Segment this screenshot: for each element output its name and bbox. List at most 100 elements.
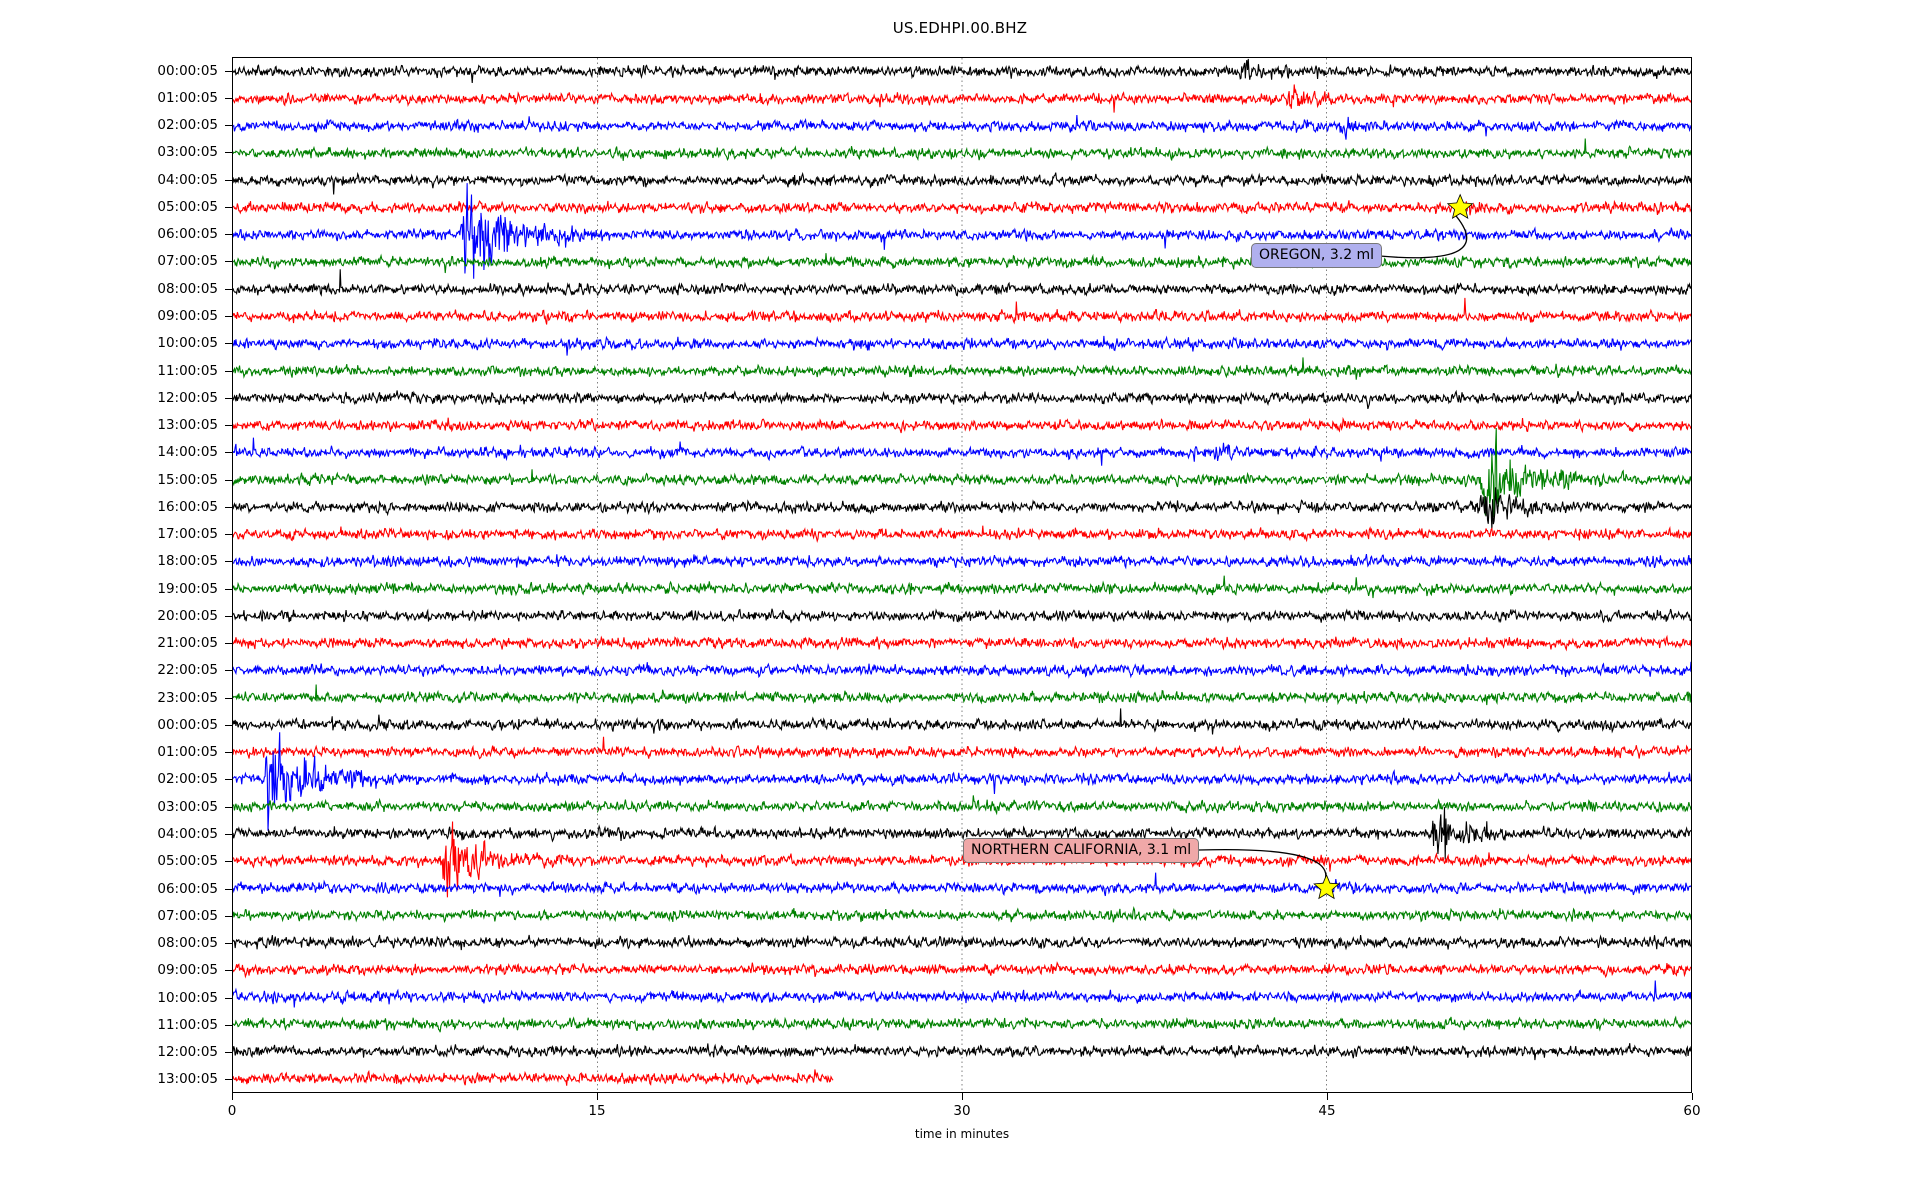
y-tick-23 <box>225 697 233 699</box>
trace-row-11 <box>233 357 1691 379</box>
arrow-oregon <box>1382 214 1467 258</box>
y-tick-32 <box>225 943 233 945</box>
y-axis-label: 12:00:05 <box>157 1044 218 1061</box>
trace-row-18 <box>233 554 1691 568</box>
y-axis-label: 02:00:05 <box>157 117 218 134</box>
y-axis-label: 08:00:05 <box>157 935 218 952</box>
trace-row-31 <box>233 908 1691 922</box>
trace-row-3 <box>233 139 1691 161</box>
y-axis-label: 18:00:05 <box>157 553 218 570</box>
y-axis-label: 06:00:05 <box>157 226 218 243</box>
y-axis-label: 14:00:05 <box>157 444 218 461</box>
y-axis-label: 05:00:05 <box>157 198 218 215</box>
y-axis-label: 07:00:05 <box>157 253 218 270</box>
x-axis-title: time in minutes <box>914 1127 1010 1141</box>
y-axis-label: 22:00:05 <box>157 662 218 679</box>
y-tick-28 <box>225 834 233 835</box>
y-axis-label: 11:00:05 <box>157 362 218 379</box>
y-axis-label: 21:00:05 <box>157 635 218 652</box>
y-tick-37 <box>225 1079 233 1081</box>
y-axis-label: 00:00:05 <box>157 62 218 79</box>
y-axis-label: 01:00:05 <box>157 89 218 106</box>
trace-row-25 <box>233 737 1691 759</box>
trace-row-24 <box>233 708 1691 734</box>
y-tick-6 <box>225 234 233 236</box>
x-tick-45 <box>1327 1093 1328 1100</box>
trace-row-13 <box>233 418 1691 433</box>
y-tick-21 <box>225 643 233 645</box>
trace-row-22 <box>233 662 1691 677</box>
arrow-northern-california <box>1199 850 1326 882</box>
trace-row-35 <box>233 1017 1691 1032</box>
y-tick-10 <box>225 343 233 345</box>
y-axis-label: 15:00:05 <box>157 471 218 488</box>
y-axis-label: 10:00:05 <box>157 989 218 1006</box>
trace-row-32 <box>233 935 1691 950</box>
y-axis-label: 12:00:05 <box>157 389 218 406</box>
y-tick-11 <box>225 370 233 372</box>
y-tick-7 <box>225 261 233 263</box>
y-axis-label: 23:00:05 <box>157 689 218 706</box>
y-tick-12 <box>225 397 233 399</box>
y-axis-label: 03:00:05 <box>157 144 218 161</box>
y-axis-label: 07:00:05 <box>157 907 218 924</box>
y-tick-18 <box>225 561 233 563</box>
plot-area[interactable] <box>232 57 1692 1093</box>
y-tick-9 <box>225 316 233 317</box>
y-tick-24 <box>225 724 233 726</box>
trace-row-15 <box>233 428 1691 517</box>
trace-row-9 <box>233 298 1691 325</box>
y-tick-25 <box>225 752 233 754</box>
y-tick-0 <box>225 70 233 72</box>
y-axis-label: 11:00:05 <box>157 1016 218 1033</box>
x-axis-tick-label: 0 <box>227 1103 237 1119</box>
y-tick-5 <box>225 206 233 208</box>
y-tick-13 <box>225 425 233 427</box>
page-title: US.EDHPI.00.BHZ <box>892 19 1028 37</box>
y-tick-27 <box>225 806 233 808</box>
trace-row-34 <box>233 981 1691 1008</box>
trace-row-27 <box>233 795 1691 813</box>
x-tick-30 <box>962 1093 963 1100</box>
trace-row-12 <box>233 390 1691 408</box>
y-tick-22 <box>225 670 233 672</box>
y-tick-8 <box>225 288 233 290</box>
y-axis-label: 02:00:05 <box>157 771 218 788</box>
y-axis-label: 13:00:05 <box>157 1071 218 1088</box>
waveform-traces <box>233 58 1691 1092</box>
y-tick-4 <box>225 179 233 181</box>
trace-row-33 <box>233 963 1691 977</box>
y-tick-35 <box>225 1024 233 1026</box>
annotation-oregon[interactable]: OREGON, 3.2 ml <box>1251 243 1383 269</box>
trace-row-0 <box>233 59 1691 83</box>
trace-row-23 <box>233 684 1691 705</box>
y-tick-36 <box>225 1052 233 1054</box>
y-axis-label: 16:00:05 <box>157 498 218 515</box>
y-tick-33 <box>225 970 233 972</box>
y-axis-label: 00:00:05 <box>157 716 218 733</box>
y-tick-19 <box>225 588 233 590</box>
y-axis-label: 17:00:05 <box>157 526 218 543</box>
x-axis-tick-label: 15 <box>588 1103 606 1119</box>
trace-row-29 <box>233 822 1691 898</box>
x-axis-tick-label: 30 <box>953 1103 971 1119</box>
y-axis-label: 03:00:05 <box>157 798 218 815</box>
trace-row-21 <box>233 637 1691 650</box>
y-axis-label: 05:00:05 <box>157 853 218 870</box>
y-axis-label: 19:00:05 <box>157 580 218 597</box>
y-tick-20 <box>225 615 233 617</box>
y-axis-label: 01:00:05 <box>157 744 218 761</box>
trace-row-17 <box>233 526 1691 541</box>
trace-row-14 <box>233 438 1691 466</box>
trace-row-28 <box>233 807 1691 859</box>
trace-row-26 <box>233 732 1691 831</box>
star-marker-northern-california <box>1314 875 1339 898</box>
x-tick-15 <box>597 1093 598 1100</box>
annotation-northern-california[interactable]: NORTHERN CALIFORNIA, 3.1 ml <box>963 838 1200 864</box>
annotation-overlay <box>233 58 1691 1092</box>
y-axis-label: 20:00:05 <box>157 607 218 624</box>
y-axis-label: 10:00:05 <box>157 335 218 352</box>
y-tick-1 <box>225 97 233 99</box>
trace-row-10 <box>233 336 1691 356</box>
